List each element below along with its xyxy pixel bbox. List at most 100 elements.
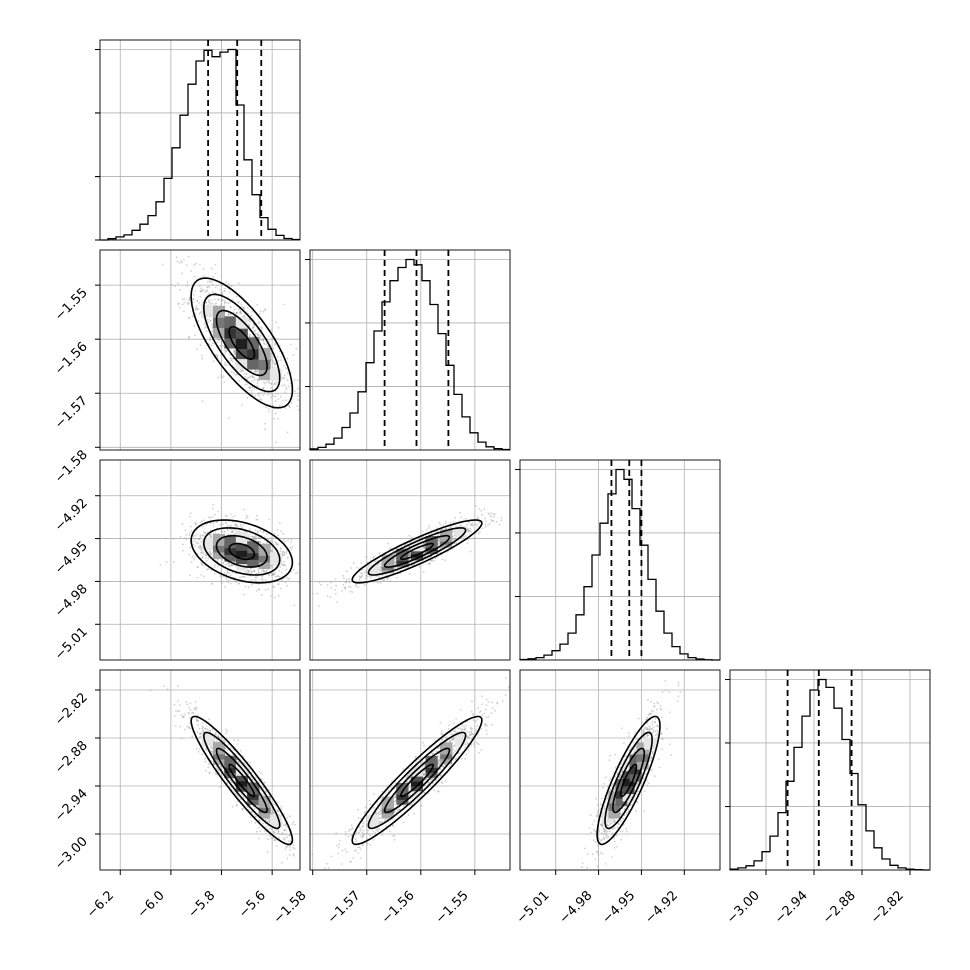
panel-frame [309, 459, 511, 661]
scatter-point [279, 522, 281, 524]
scatter-point [449, 526, 451, 529]
scatter-point [355, 566, 358, 569]
scatter-point [277, 543, 280, 546]
scatter-point [359, 827, 362, 830]
scatter-point [441, 738, 443, 741]
scatter-point [230, 359, 233, 362]
scatter-point [431, 559, 433, 561]
scatter-point [467, 530, 470, 532]
scatter-point [259, 310, 262, 313]
scatter-point [226, 570, 229, 572]
scatter-point [188, 299, 191, 302]
scatter-point [210, 553, 213, 556]
scatter-point [222, 561, 224, 564]
scatter-point [260, 778, 263, 780]
contour-line [202, 731, 281, 830]
scatter-point [362, 822, 365, 825]
scatter-point [334, 588, 337, 591]
scatter-point [409, 554, 411, 556]
scatter-point [192, 555, 195, 558]
scatter-point [223, 301, 226, 304]
scatter-point [255, 537, 258, 540]
scatter-point [202, 730, 205, 733]
scatter-point [237, 300, 240, 303]
scatter-point [361, 572, 364, 575]
scatter-point [294, 823, 297, 826]
scatter-point [274, 412, 277, 415]
scatter-point [254, 369, 257, 372]
scatter-point [225, 281, 228, 283]
scatter-point [492, 513, 495, 515]
scatter-point [272, 573, 275, 576]
scatter-point [476, 523, 479, 526]
scatter-point [270, 539, 272, 542]
scatter-point [209, 748, 212, 750]
scatter-point [273, 596, 276, 599]
scatter-point [496, 702, 498, 705]
scatter-point [377, 807, 380, 810]
scatter-point [271, 550, 274, 552]
scatter-point [293, 379, 296, 381]
scatter-point [369, 834, 372, 837]
scatter-point [427, 533, 430, 536]
scatter-point [232, 358, 235, 360]
scatter-point [199, 545, 201, 548]
scatter-point [244, 530, 246, 533]
contour-line [202, 293, 281, 393]
scatter-point [216, 354, 219, 357]
scatter-point [273, 803, 275, 806]
scatter-point [288, 834, 291, 837]
scatter-point [437, 790, 439, 793]
scatter-point [259, 529, 261, 532]
scatter-point [219, 344, 222, 347]
scatter-point [276, 801, 279, 804]
scatter-point [293, 390, 296, 393]
scatter-point [185, 533, 188, 536]
scatter-point [236, 311, 239, 314]
scatter-point [334, 593, 337, 595]
scatter-point [457, 751, 460, 754]
scatter-point [292, 846, 295, 849]
scatter-point [193, 293, 195, 296]
scatter-point [234, 373, 236, 376]
scatter-point [197, 320, 200, 322]
scatter-point [262, 337, 265, 340]
scatter-point [296, 379, 299, 382]
scatter-point [247, 586, 250, 588]
scatter-point [277, 417, 279, 420]
scatter-point [262, 793, 265, 796]
scatter-point [374, 560, 377, 563]
scatter-point [261, 778, 263, 781]
scatter-point [255, 576, 258, 579]
scatter-point [250, 567, 253, 570]
scatter-point [378, 811, 380, 813]
scatter-point [209, 339, 211, 341]
scatter-point [290, 548, 293, 551]
scatter-point [440, 730, 443, 732]
scatter-point [467, 530, 470, 532]
scatter-point [286, 857, 289, 860]
scatter-point [487, 701, 490, 703]
scatter-point [194, 308, 197, 311]
scatter-point [209, 535, 212, 538]
scatter-point [234, 523, 237, 526]
scatter-point [476, 517, 479, 520]
scatter-point [418, 566, 421, 568]
scatter-point [185, 538, 188, 540]
scatter-point [229, 582, 232, 585]
scatter-point [463, 519, 465, 521]
scatter-point [230, 313, 232, 316]
scatter-point [214, 732, 217, 734]
scatter-point [467, 530, 470, 533]
scatter-point [258, 321, 260, 324]
scatter-point [225, 350, 227, 352]
scatter-point [472, 537, 474, 540]
scatter-point [260, 578, 262, 580]
scatter-point [359, 575, 362, 578]
scatter-point [268, 819, 270, 822]
scatter-point [202, 534, 205, 537]
scatter-point [282, 564, 285, 566]
scatter-point [290, 570, 293, 573]
scatter-point [454, 516, 457, 519]
scatter-point [187, 711, 190, 714]
